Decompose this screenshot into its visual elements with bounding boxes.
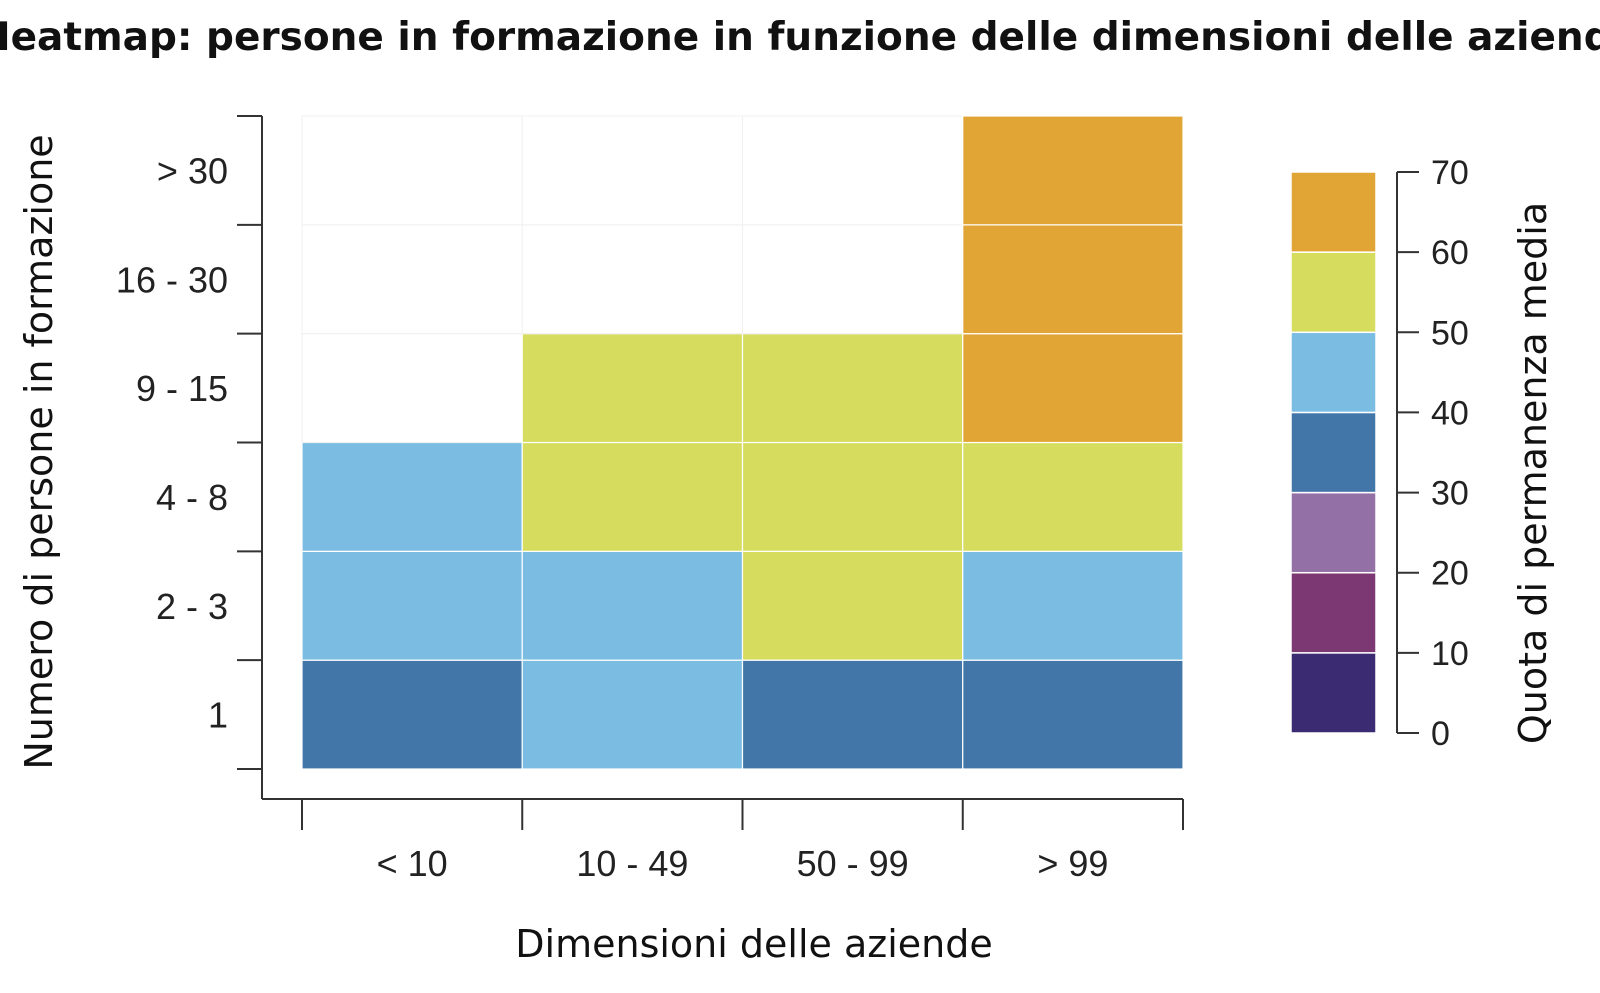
legend-swatch [1290,491,1377,574]
legend-swatch [1290,411,1377,494]
heatmap-cell [741,441,964,552]
heatmap-cell [962,441,1184,552]
heatmap-cell [301,550,523,661]
heatmap-cell [301,333,523,443]
x-tick-label: > 99 [1037,843,1108,884]
heatmap-cell [962,115,1184,226]
heatmap-cell [521,224,743,335]
y-tick-label: 9 - 15 [136,368,228,409]
x-axis-title: Dimensioni delle aziende [515,922,992,966]
y-tick-label: 1 [208,695,228,736]
y-tick-label: 16 - 30 [116,259,228,300]
legend-tick-label: 40 [1431,394,1469,432]
heatmap-cell [301,441,523,552]
heatmap-cell [742,224,964,335]
heatmap-cell [301,659,523,770]
heatmap-cell [301,115,523,226]
heatmap-cell [521,659,744,770]
legend-tick-label: 20 [1431,555,1469,593]
heatmap-cell [521,333,744,444]
heatmap-cell [741,550,964,661]
legend-swatch [1290,171,1377,253]
heatmap-cell [962,550,1184,661]
legend-tick-label: 70 [1431,154,1469,192]
x-tick-label: 50 - 99 [797,843,909,884]
heatmap-cell [521,441,744,552]
heatmap-cell [741,333,964,444]
legend-tick-label: 50 [1431,314,1469,352]
legend-tick-label: 60 [1431,234,1469,272]
y-axis-title: Numero di persone in formazione [17,134,61,769]
heatmap-cells [301,115,1184,770]
axes: 1 2 - 3 4 - 8 9 - 15 16 - 30 > 30 < 10 10 - 49 5… [116,115,1184,884]
heatmap-cell [521,550,744,661]
heatmap-cell [962,333,1184,444]
legend-swatch [1290,571,1377,654]
legend-tick-label: 0 [1431,715,1450,753]
x-tick-label: 10 - 49 [576,843,688,884]
legend-swatch [1290,251,1377,334]
legend-swatch [1290,652,1377,734]
legend-swatch [1290,331,1377,414]
heatmap-cell [962,224,1184,335]
y-tick-label: 4 - 8 [156,477,228,518]
heatmap-cell [521,115,743,226]
heatmap-cell [742,115,964,226]
color-legend: 0 10 20 30 40 50 60 70 [1290,154,1469,753]
heatmap-cell [301,224,523,335]
legend-tick-label: 10 [1431,635,1469,673]
chart-title: Heatmap: persone in formazione in funzio… [0,15,1600,60]
x-tick-label: < 10 [377,843,448,884]
y-tick-label: > 30 [157,150,228,191]
y-tick-label: 2 - 3 [156,586,228,627]
legend-tick-label: 30 [1431,475,1469,513]
heatmap-cell [962,659,1184,770]
legend-title: Quota di permanenza media [1511,202,1555,744]
heatmap-cell [741,659,964,770]
